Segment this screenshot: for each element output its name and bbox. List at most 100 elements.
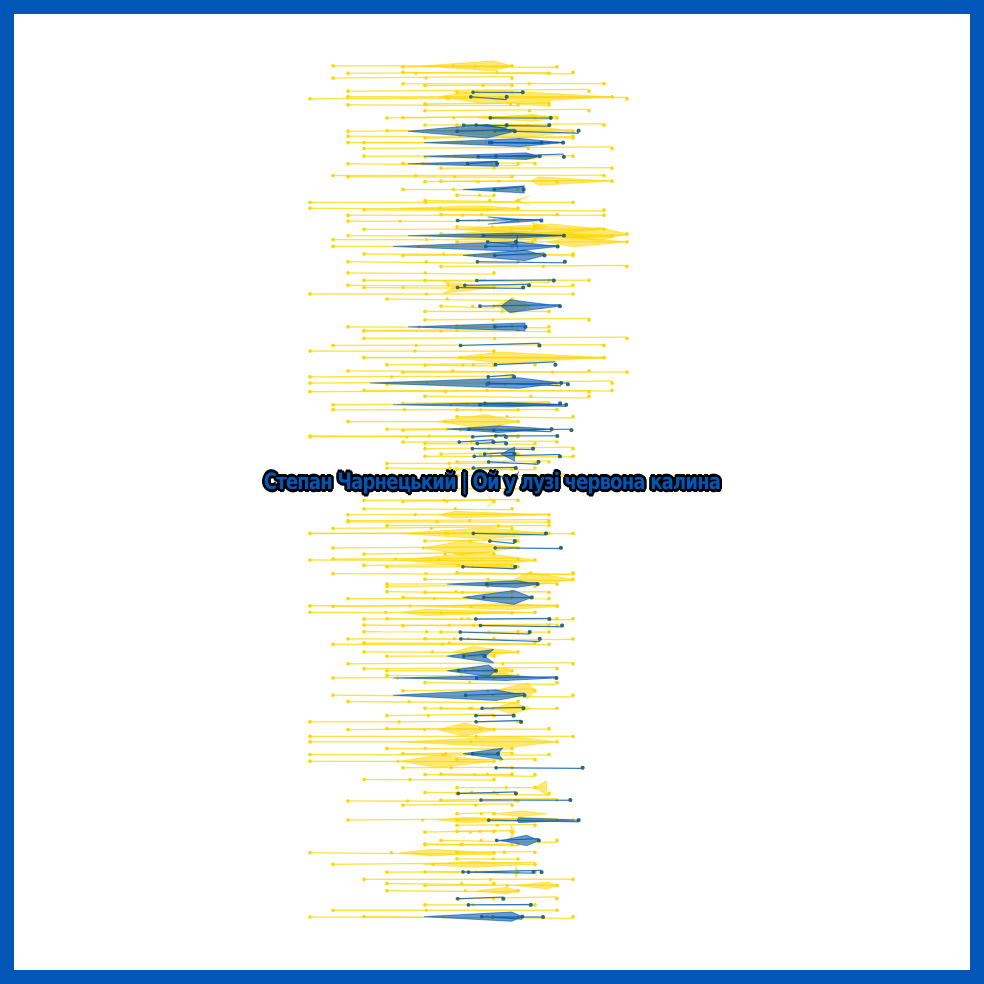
yellow-dot [587,394,591,399]
yellow-dot [555,838,559,843]
yellow-dot [455,224,459,229]
yellow-dot [587,89,591,94]
yellow-dot [362,285,366,290]
yellow-dot [385,523,389,528]
blue-dot [455,896,460,901]
yellow-dot [533,823,537,828]
blue-strand [472,434,506,438]
yellow-dot [362,877,366,882]
yellow-dot [461,213,465,217]
blue-dot [527,630,532,635]
yellow-strand [402,115,536,119]
yellow-dot [407,699,411,704]
yellow-dot [555,440,559,444]
blue-strand [472,448,534,451]
blue-dot [568,798,573,803]
yellow-dot [389,375,394,379]
yellow-strand [347,487,558,490]
yellow-dot [423,318,427,322]
yellow-dot [455,857,459,861]
yellow-strand [440,707,495,711]
yellow-dot [523,473,527,478]
yellow-wedge [437,414,519,429]
yellow-dot [401,370,405,374]
blue-strand [488,374,515,378]
yellow-dot [510,751,514,756]
blue-dot [478,623,483,628]
yellow-dot [385,584,389,589]
blue-dot [471,531,476,536]
yellow-dot [398,219,402,223]
yellow-dot [510,506,514,511]
yellow-dot [346,369,350,373]
yellow-wedge [399,848,495,857]
yellow-dot [346,134,350,138]
yellow-dot [445,499,449,503]
yellow-dot [443,552,447,556]
blue-dot [539,870,544,875]
yellow-strand [347,518,550,522]
blue-dot [475,259,480,264]
blue-wedge [462,185,525,194]
yellow-dot [533,161,537,166]
yellow-dot [308,734,312,739]
yellow-dot [555,706,559,711]
yellow-strand [440,773,513,776]
blue-dot [541,915,546,920]
blue-dot [475,278,479,283]
yellow-dot [467,617,471,621]
yellow-dot [460,881,464,886]
blue-strand [474,453,560,457]
yellow-dot [533,772,537,777]
yellow-dot [454,590,458,594]
yellow-strand [402,71,574,75]
yellow-dot [423,772,427,777]
blue-dot [503,434,508,439]
yellow-dot [346,219,350,223]
yellow-dot [547,309,551,314]
yellow-strand [386,882,495,886]
blue-strand [475,617,550,620]
yellow-wedge [399,735,558,748]
yellow-strand [332,75,513,79]
blue-dot [512,539,517,544]
yellow-dot [504,786,508,790]
yellow-dot [455,818,459,822]
yellow-dot [423,123,427,127]
yellow-dot [423,746,427,751]
yellow-dot [571,446,575,451]
yellow-strand [424,364,495,367]
yellow-dot [362,336,366,341]
yellow-strand [424,279,550,284]
yellow-dot [362,227,366,232]
yellow-wedge [546,472,575,479]
yellow-dot [423,394,427,399]
yellow-dot [385,461,389,466]
yellow-strand [363,146,613,150]
blue-strand [487,382,568,385]
yellow-dot [555,617,559,621]
blue-dot [513,465,518,470]
blue-dot [470,435,475,439]
yellow-dot [610,388,614,393]
blue-dot [557,454,562,459]
blue-dot [469,95,473,99]
yellow-dot [362,498,366,503]
yellow-dot [346,661,350,666]
blue-wedge [499,446,516,462]
blue-dot [521,706,526,711]
yellow-dot [463,889,467,893]
yellow-dot [478,193,482,197]
yellow-dot [423,830,427,834]
yellow-dot [492,881,496,886]
yellow-dot [516,161,520,166]
blue-wedge [392,241,558,252]
yellow-dot [516,103,520,107]
blue-dot [456,791,461,796]
yellow-dot [362,278,366,283]
blue-dot [482,452,487,456]
yellow-dot [516,539,520,543]
blue-wedge [515,471,520,480]
yellow-dot [423,108,427,113]
yellow-dot [530,240,535,244]
